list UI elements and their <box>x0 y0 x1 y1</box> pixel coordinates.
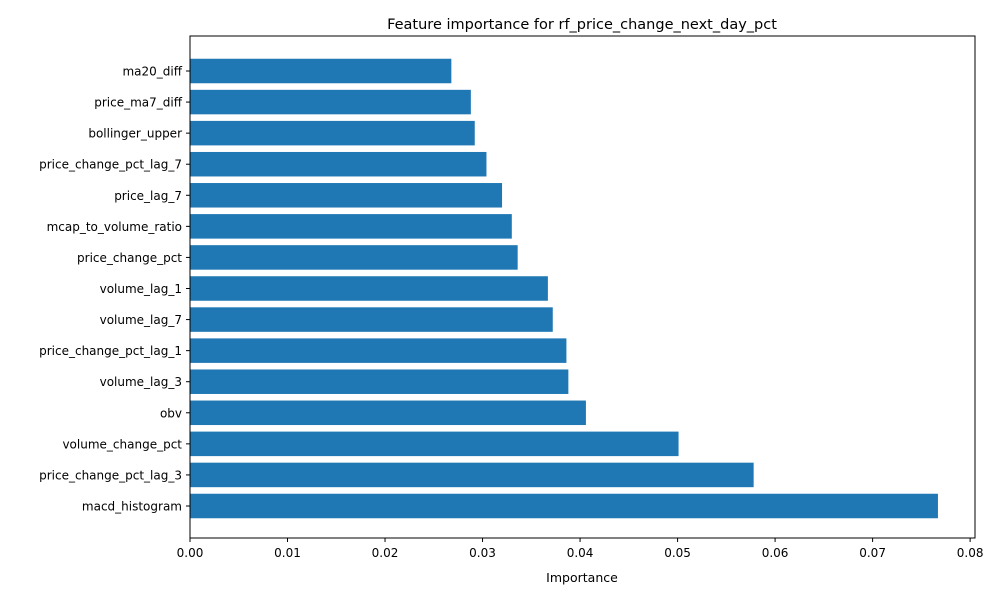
y-tick-label: price_change_pct_lag_1 <box>39 344 182 358</box>
y-tick-label: volume_lag_3 <box>100 375 182 389</box>
bar-ma20_diff <box>190 58 452 84</box>
y-tick-label: price_lag_7 <box>114 189 182 203</box>
chart-title: Feature importance for rf_price_change_n… <box>387 17 777 33</box>
y-tick-label: bollinger_upper <box>88 127 182 141</box>
y-tick-label: price_ma7_diff <box>94 96 182 110</box>
bar-volume_change_pct <box>190 431 679 457</box>
y-tick-label: price_change_pct_lag_7 <box>39 158 182 172</box>
bar-price_change_pct_lag_7 <box>190 151 487 177</box>
x-tick-label: 0.08 <box>957 546 984 560</box>
y-tick-label: macd_histogram <box>82 500 182 514</box>
plot-frame <box>189 35 976 539</box>
x-tick-label: 0.05 <box>664 546 691 560</box>
y-axis-ticks: ma20_diff price_ma7_diff bollinger_upperpr… <box>39 65 190 514</box>
y-tick-label: obv <box>160 406 182 420</box>
bar-price_change_pct <box>190 245 518 270</box>
x-tick-label: 0.00 <box>177 546 204 560</box>
y-tick-label: volume_change_pct <box>62 437 182 451</box>
bar-obv <box>190 400 586 426</box>
y-tick-label: price_change_pct_lag_3 <box>39 468 182 482</box>
bar-price_ma7_diff <box>190 89 471 115</box>
x-tick-label: 0.06 <box>762 546 789 560</box>
x-tick-label: 0.01 <box>274 546 301 560</box>
bar-price_change_pct_lag_3 <box>190 462 754 488</box>
x-axis-label: Importance <box>546 570 618 585</box>
y-tick-label: ma20_diff <box>122 65 182 79</box>
bar-price_lag_7 <box>190 183 503 208</box>
x-axis-ticks: 0.00 0.01 0.02 0.03 0.04 0.05 0.06 0.07 0.08 <box>177 538 984 560</box>
bar-volume_lag_3 <box>190 369 569 394</box>
bar-price_change_pct_lag_1 <box>190 338 567 363</box>
bar-volume_lag_7 <box>190 307 553 332</box>
bar-bollinger_upper <box>190 120 475 146</box>
bars-layer <box>190 58 938 519</box>
x-tick-label: 0.07 <box>859 546 886 560</box>
x-tick-label: 0.04 <box>567 546 594 560</box>
y-tick-label: volume_lag_7 <box>100 313 182 327</box>
y-tick-label: mcap_to_volume_ratio <box>47 220 182 234</box>
x-tick-label: 0.03 <box>469 546 496 560</box>
x-tick-label: 0.02 <box>372 546 399 560</box>
y-tick-label: volume_lag_1 <box>100 282 182 296</box>
bar-macd_histogram <box>190 493 938 519</box>
bar-mcap_to_volume_ratio <box>190 214 512 239</box>
bar-volume_lag_1 <box>190 276 548 301</box>
y-tick-label: price_change_pct <box>77 251 182 265</box>
